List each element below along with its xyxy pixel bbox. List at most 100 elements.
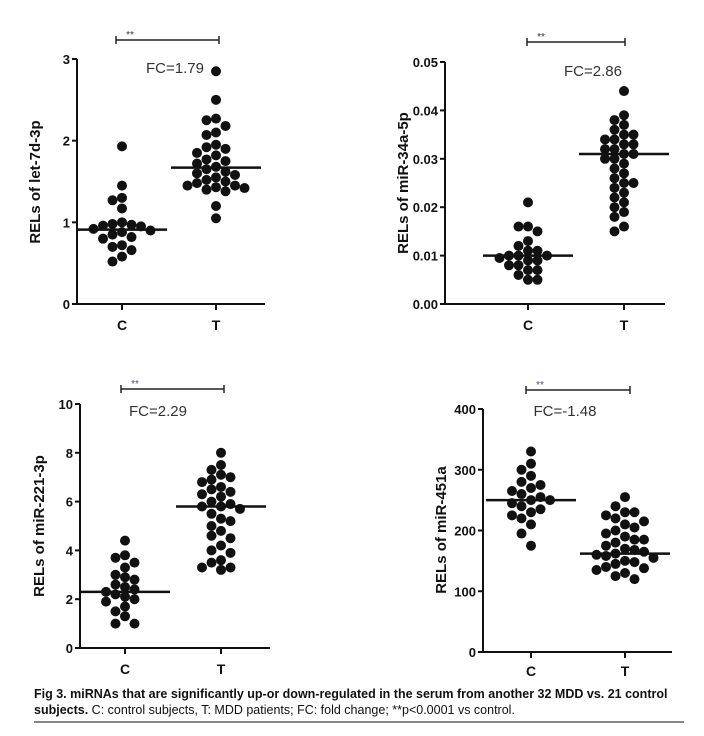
data-point: [609, 144, 620, 155]
data-point: [225, 562, 236, 573]
data-point: [230, 169, 240, 180]
data-point: [120, 535, 130, 546]
data-point: [206, 557, 217, 568]
y-axis-label: RELs of miR-34a-5p: [395, 112, 412, 254]
data-point: [206, 464, 217, 475]
data-point: [513, 269, 524, 280]
data-point: [206, 545, 217, 556]
y-tick-label: 0.04: [413, 103, 439, 118]
data-point: [609, 163, 620, 174]
data-point: [516, 528, 527, 539]
data-point: [110, 579, 121, 590]
data-point: [526, 507, 536, 518]
data-point: [117, 141, 127, 152]
data-point: [609, 226, 620, 237]
data-point: [216, 513, 226, 524]
data-point: [600, 144, 610, 155]
y-tick-label: 100: [454, 584, 476, 599]
data-point: [201, 164, 212, 175]
data-point: [526, 482, 536, 493]
significance-stars: **: [131, 379, 139, 390]
data-point: [126, 219, 137, 230]
data-point: [532, 265, 543, 276]
data-point: [619, 197, 629, 208]
data-point: [206, 530, 217, 541]
data-point: [609, 124, 620, 135]
data-point: [609, 202, 620, 213]
data-point: [516, 476, 527, 487]
data-point: [629, 574, 640, 585]
data-point: [211, 213, 221, 224]
significance-stars: **: [536, 380, 544, 391]
data-point: [197, 477, 207, 488]
x-tick-label: T: [620, 317, 629, 333]
data-point: [216, 555, 226, 566]
data-point: [610, 537, 621, 548]
data-point: [216, 540, 226, 551]
x-tick-label: T: [621, 663, 630, 679]
caption-title: miRNAs that are significantly up-or down…: [34, 687, 668, 717]
y-axis-label: RELs of miR-451a: [433, 466, 450, 594]
data-point: [216, 481, 226, 492]
data-point: [628, 129, 639, 140]
data-point: [182, 180, 193, 191]
y-tick-label: 200: [454, 524, 476, 539]
data-point: [600, 134, 610, 145]
data-point: [609, 173, 620, 184]
data-point: [220, 143, 231, 154]
data-point: [526, 446, 536, 457]
data-point: [601, 540, 611, 551]
data-point: [600, 153, 610, 164]
data-point: [201, 142, 212, 153]
data-point: [610, 571, 621, 582]
data-point: [206, 496, 217, 507]
data-point: [639, 563, 649, 574]
data-point: [216, 460, 226, 470]
data-point: [609, 192, 620, 203]
data-point: [610, 501, 621, 512]
data-point: [620, 531, 630, 542]
data-point: [601, 510, 611, 521]
data-point: [609, 134, 620, 145]
caption-label: Fig 3.: [34, 687, 67, 701]
data-point: [197, 562, 207, 573]
data-point: [523, 236, 533, 247]
fold-change-annotation: FC=2.86: [564, 63, 622, 80]
data-point: [619, 207, 629, 218]
fold-change-annotation: FC=1.79: [146, 60, 204, 77]
data-point: [504, 260, 514, 271]
y-tick-label: 0.00: [413, 297, 438, 312]
data-point: [526, 458, 536, 469]
data-point: [216, 491, 226, 502]
data-point: [629, 507, 640, 518]
data-point: [110, 606, 121, 617]
y-tick-label: 4: [66, 543, 74, 558]
data-point: [201, 115, 212, 126]
data-point: [98, 220, 108, 231]
data-point: [609, 153, 620, 164]
y-tick-label: 0: [63, 297, 70, 312]
data-point: [126, 232, 137, 243]
data-point: [110, 618, 121, 629]
data-point: [609, 182, 620, 193]
data-point: [526, 540, 536, 551]
data-point: [532, 255, 543, 266]
data-point: [601, 561, 611, 572]
data-point: [211, 201, 221, 211]
data-point: [211, 150, 221, 161]
data-point: [516, 501, 527, 512]
significance-stars: **: [126, 30, 134, 41]
data-point: [197, 489, 207, 500]
data-point: [620, 543, 630, 554]
data-point: [610, 513, 621, 524]
data-point: [639, 546, 649, 557]
data-point: [609, 115, 620, 126]
data-point: [620, 555, 630, 566]
data-point: [129, 618, 140, 629]
fold-change-annotation: FC=2.29: [129, 403, 187, 420]
x-tick-label: C: [523, 317, 533, 333]
caption-text: C: control subjects, T: MDD patients; FC…: [91, 703, 515, 717]
data-point: [523, 255, 533, 266]
data-point: [120, 591, 130, 602]
data-point: [192, 158, 202, 169]
